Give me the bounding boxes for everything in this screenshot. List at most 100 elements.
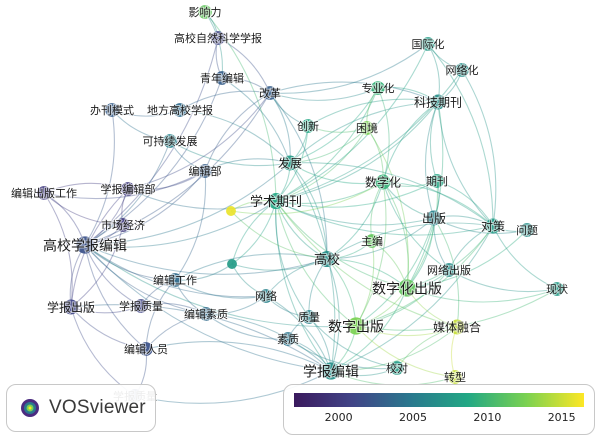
edge-gxxbbj-gaige [84,92,271,246]
edge-xbbj-duice [330,225,494,372]
edge-szhcb-kunjing [366,127,409,289]
node-dfgxxb[interactable] [173,103,187,117]
node-gaoxiao[interactable] [318,250,336,268]
edge-szhcb-gaoxiao [326,258,408,289]
edge-szhcb-szh [382,181,409,289]
node-unlabeled1[interactable] [226,206,236,216]
edge-xbbj-gaoxiao [326,258,340,372]
edge-xsqk-kjqk [275,101,439,202]
node-xbbj[interactable] [322,362,340,380]
node-label-bjry: 编辑人员 [124,342,168,356]
node-label-wenti: 问题 [516,224,538,237]
edge-xsqk-zhiliang [275,200,310,318]
node-xbzl[interactable] [134,299,148,313]
node-kjqk[interactable] [430,94,446,110]
node-yingxiangli[interactable] [198,5,212,19]
node-wangluohua[interactable] [455,63,469,77]
node-guojihua[interactable] [421,37,435,51]
legend-tick-2015: 2015 [547,411,576,424]
node-bjgz[interactable] [168,273,182,287]
node-label-jiaodui: 校对 [386,361,408,375]
edge-duice-gaoxiao [326,222,494,260]
edge-szh-kunjing [366,127,384,183]
edge-xbbjb-gaige [127,92,271,190]
node-chuangxin[interactable] [301,119,315,133]
node-label-chuban: 出版 [422,212,446,226]
node-unlabeled2[interactable] [227,259,237,269]
edge-fazhan-szh [289,162,384,185]
node-bkms[interactable] [105,103,119,117]
node-bjsz[interactable] [199,307,213,321]
node-xianzhuang[interactable] [550,282,564,296]
node-gaige[interactable] [263,86,277,100]
node-wangluo[interactable] [259,289,273,303]
edge-unlabeled2-xsqk [231,200,277,265]
edge-kjqk-chuangxin [307,98,439,127]
node-jiaodui[interactable] [390,361,404,375]
node-zhiliang[interactable] [302,310,316,324]
edge-xsqk-mtrh [275,200,458,328]
edge-gxxbbj-wangluo [84,244,267,298]
node-zhuanxing[interactable] [448,370,462,384]
edge-szcb-zhubian [355,240,375,327]
edge-gxxbbj-bjsz [84,244,207,315]
node-kunjing[interactable] [360,121,374,135]
node-szhcb[interactable] [398,279,416,297]
edge-xbbjb-bianjibu [127,170,206,191]
node-bjcbgz[interactable] [37,186,51,200]
node-mtrh[interactable] [449,319,465,335]
edge-xbcb-scjj [70,224,124,308]
node-fazhan[interactable] [282,155,298,171]
edge-szhcb-wenti [406,229,528,289]
edge-gaoxiao-gaige [269,92,328,260]
node-szh[interactable] [375,174,391,190]
node-label-guojihua: 国际化 [412,37,445,51]
node-kcxfz[interactable] [163,134,177,148]
edge-xbbjb-xsqk [127,188,277,210]
node-label-kjqk: 科技期刊 [414,96,462,110]
edge-duice-wangluohua [461,69,497,227]
edge-gaoxiao-chuban [326,217,435,260]
edge-szcb-wlcb [355,269,450,327]
edge-xsqk-chuban [275,200,435,226]
node-szcb[interactable] [347,317,365,335]
edge-duice-guojihua [427,43,494,227]
node-zhubian[interactable] [365,234,379,248]
node-wlcb[interactable] [442,263,456,277]
edge-xbzl2-xbbj [134,370,332,404]
node-xbcb[interactable] [63,299,79,315]
node-xsqk[interactable] [267,192,285,210]
node-suzhi[interactable] [281,332,295,346]
edge-xsqk-wangluohua [275,69,463,202]
node-gxzrkxxb[interactable] [211,31,225,45]
node-label-bjgz: 编辑工作 [153,273,197,287]
edge-fazhan-zhuanyehua [289,87,379,164]
node-label-szh: 数字化 [365,175,401,190]
node-label-kcxfz: 可持续发展 [143,134,198,148]
node-scjj[interactable] [116,218,130,232]
edge-gaige-gxzrkxxb [217,37,271,94]
node-zhuanyehua[interactable] [371,81,385,95]
edge-gxxbbj-bianjibu [84,170,206,246]
node-bianjibu[interactable] [198,164,212,178]
vosviewer-logo-icon [21,399,39,417]
node-gxxbbj[interactable] [76,236,94,254]
node-xbbjb[interactable] [121,182,135,196]
node-label-mtrh: 媒体融合 [433,320,481,335]
node-label-gaige: 改革 [259,86,281,100]
node-wenti[interactable] [520,223,534,237]
node-bjry[interactable] [139,342,153,356]
edge-duice-szh [382,181,494,227]
node-label-qnbj: 青年编辑 [200,71,244,85]
edge-szhcb-qikan [406,180,439,289]
node-qnbj[interactable] [215,71,229,85]
node-qikan[interactable] [430,174,444,188]
node-duice[interactable] [485,218,501,234]
edge-bjcbgz-scjj [43,192,124,226]
edge-unlabeled1-gaoxiao [230,210,328,260]
node-label-yingxiangli: 影响力 [189,6,222,19]
node-chuban[interactable] [426,210,442,226]
edge-gaoxiao-bjgz [174,253,328,281]
node-label-zhuanxing: 转型 [444,370,466,384]
